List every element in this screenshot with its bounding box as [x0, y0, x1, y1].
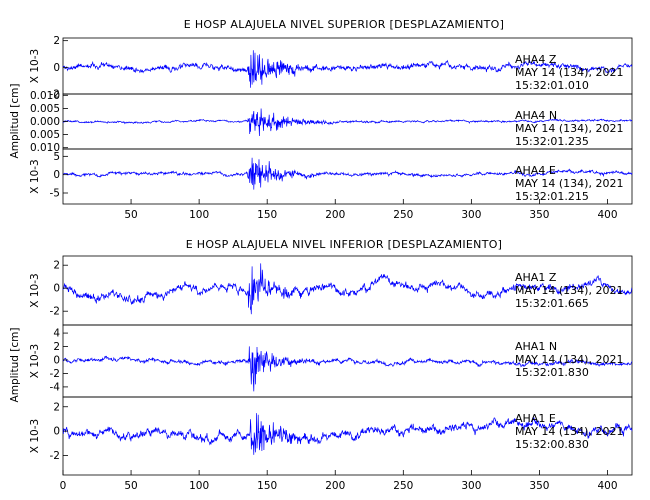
date-label: MAY 14 (134), 2021	[515, 353, 623, 366]
y-tick-label: 5	[53, 151, 60, 163]
y-tick-label: 2	[53, 35, 60, 47]
x-tick-label: 50	[124, 480, 137, 492]
y-tick-label: 0.010	[30, 142, 60, 154]
y-tick-label: 2	[53, 260, 60, 272]
waveform-trace	[62, 50, 633, 88]
x-tick-label: 200	[325, 480, 345, 492]
station-label: AHA4 N	[515, 109, 557, 122]
y-tick-label: -2	[50, 368, 60, 380]
y-axis-label: Amplitud [cm]	[9, 328, 21, 403]
y-tick-label: 0	[53, 169, 60, 181]
date-label: MAY 14 (134), 2021	[515, 284, 623, 297]
y-tick-label: 0.000	[30, 116, 60, 128]
y-tick-label: 2	[53, 401, 60, 413]
date-label: MAY 14 (134), 2021	[515, 425, 623, 438]
station-label: AHA1 E	[515, 412, 556, 425]
lower-level-chart: E HOSP ALAJUELA NIVEL INFERIOR [DESPLAZA…	[9, 238, 633, 492]
scale-label: X 10-3	[29, 49, 41, 83]
x-tick-label: 150	[257, 209, 277, 221]
chart-title: E HOSP ALAJUELA NIVEL INFERIOR [DESPLAZA…	[186, 238, 503, 251]
y-tick-label: -2	[50, 450, 60, 462]
y-tick-label: -2	[50, 306, 60, 318]
chart-title: E HOSP ALAJUELA NIVEL SUPERIOR [DESPLAZA…	[184, 18, 504, 31]
station-label: AHA1 N	[515, 340, 557, 353]
date-label: MAY 14 (134), 2021	[515, 122, 623, 135]
y-tick-label: 0	[53, 283, 60, 295]
time-label: 15:32:01.010	[515, 79, 589, 92]
panel-frame	[62, 148, 633, 205]
scale-label: X 10-3	[29, 273, 41, 307]
y-axis-label: Amplitud [cm]	[9, 84, 21, 159]
date-label: MAY 14 (134), 2021	[515, 177, 623, 190]
x-tick-label: 0	[60, 480, 67, 492]
x-tick-label: 100	[189, 480, 209, 492]
y-tick-label: 0.005	[30, 103, 60, 115]
y-tick-label: -4	[50, 381, 61, 393]
time-label: 15:32:01.665	[515, 297, 589, 310]
waveform-trace	[62, 108, 633, 137]
station-label: AHA1 Z	[515, 271, 557, 284]
x-tick-label: 50	[124, 209, 137, 221]
station-label: AHA4 E	[515, 164, 556, 177]
scale-label: X 10-3	[29, 159, 41, 193]
time-label: 15:32:01.235	[515, 135, 589, 148]
x-tick-label: 400	[597, 209, 617, 221]
y-tick-label: 0	[53, 62, 60, 74]
y-tick-label: 0	[53, 354, 60, 366]
scale-label: X 10-3	[29, 419, 41, 453]
x-tick-label: 300	[461, 480, 481, 492]
y-tick-label: -5	[50, 188, 60, 200]
time-label: 15:32:01.830	[515, 366, 589, 379]
waveform-trace	[62, 157, 633, 190]
x-tick-label: 250	[393, 480, 413, 492]
y-tick-label: -2	[50, 89, 60, 101]
waveform-trace	[62, 263, 633, 315]
x-tick-label: 350	[529, 209, 549, 221]
panel-frame	[62, 396, 633, 476]
date-label: MAY 14 (134), 2021	[515, 66, 623, 79]
x-tick-label: 350	[529, 480, 549, 492]
y-tick-label: 2	[53, 341, 60, 353]
x-tick-label: 400	[597, 480, 617, 492]
x-tick-label: 250	[393, 209, 413, 221]
upper-level-chart: E HOSP ALAJUELA NIVEL SUPERIOR [DESPLAZA…	[9, 18, 633, 221]
x-tick-label: 150	[257, 480, 277, 492]
y-tick-label: 4	[53, 328, 60, 340]
x-tick-label: 100	[189, 209, 209, 221]
x-tick-label: 200	[325, 209, 345, 221]
waveform-trace	[62, 413, 633, 455]
x-tick-label: 300	[461, 209, 481, 221]
time-label: 15:32:01.215	[515, 190, 589, 203]
station-label: AHA4 Z	[515, 53, 557, 66]
y-tick-label: 0.010	[30, 90, 60, 102]
waveform-trace	[62, 346, 633, 392]
scale-label: X 10-3	[29, 344, 41, 378]
y-tick-label: 0.005	[30, 129, 60, 141]
time-label: 15:32:00.830	[515, 438, 589, 451]
y-tick-label: 0	[53, 426, 60, 438]
